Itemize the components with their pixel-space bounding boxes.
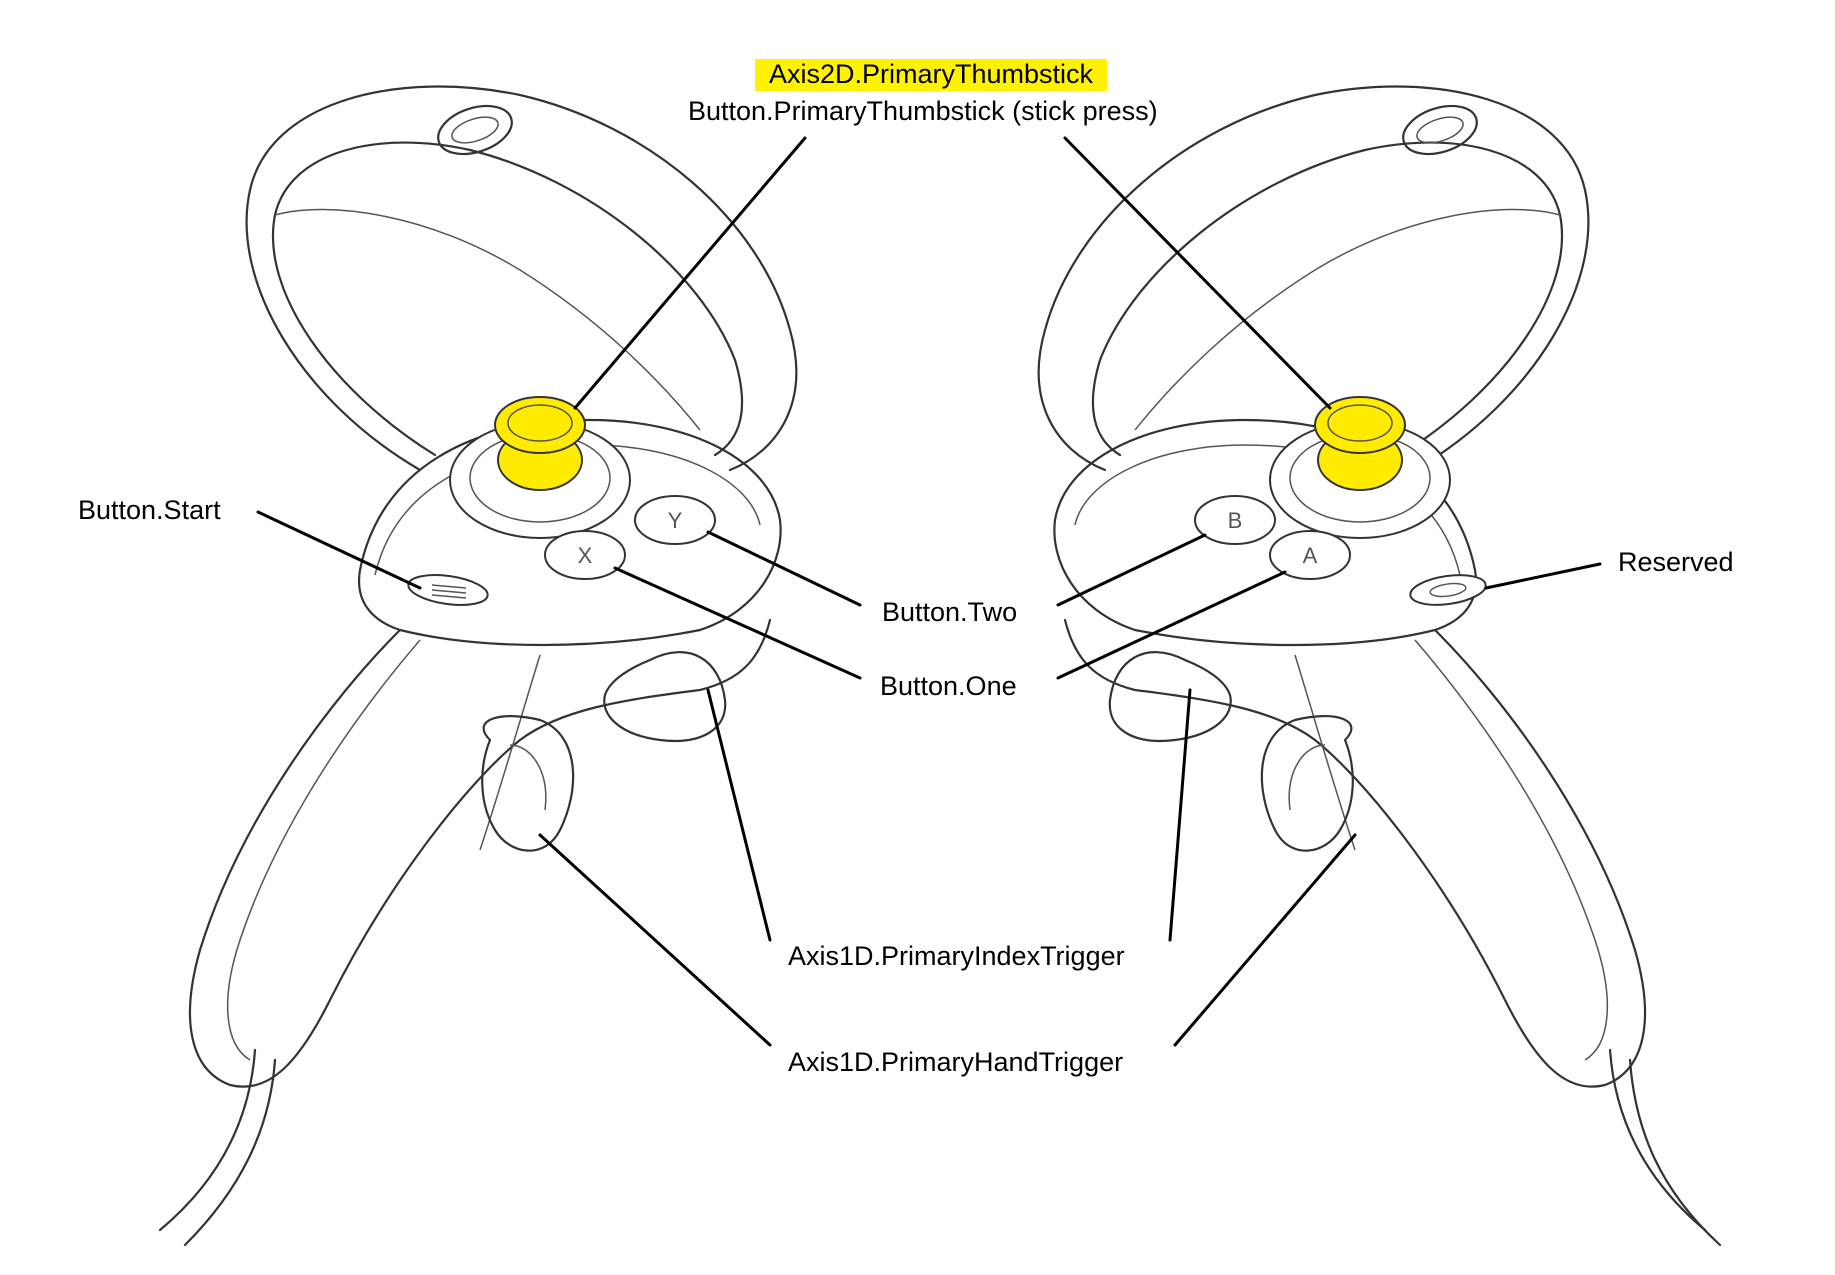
left-cable [158,1048,257,1232]
right-grip [1063,618,1647,1088]
left-index-trigger [603,651,727,742]
left-ring-inner-edge [274,208,701,431]
left-button-y-glyph: Y [668,508,683,533]
leader-reserved [1484,562,1602,590]
label-axis2d-thumbstick: Axis2D.PrimaryThumbstick [755,58,1108,91]
right-button-b-glyph: B [1228,508,1243,533]
right-button-a [1269,530,1351,580]
leader-hand-right [1173,833,1357,1047]
right-tracking-ring [1037,85,1590,472]
leader-two-left [706,530,862,607]
leader-two-right [1056,533,1207,607]
leader-left-thumbstick [573,136,807,410]
leader-start [256,510,422,590]
right-controller: B A [1037,85,1722,1247]
label-button-start: Button.Start [78,495,221,525]
right-cable [1608,1048,1707,1232]
leader-hand-left [538,833,772,1047]
label-hand-trigger: Axis1D.PrimaryHandTrigger [788,1047,1124,1077]
left-hand-trigger [481,714,575,852]
right-ring-inner-edge [1134,208,1561,431]
right-tracking-ring-inner [1091,141,1564,457]
label-button-one: Button.One [880,671,1017,701]
left-start-button [407,574,489,606]
left-ring-logo-icon [437,104,513,156]
right-ring-logo-icon [1402,104,1478,156]
left-button-x-glyph: X [578,543,593,568]
right-reserved-button [1409,574,1487,606]
right-button-b [1194,495,1276,545]
leader-one-left [613,566,862,680]
menu-icon [431,584,467,599]
left-controller: Y X [158,85,798,1247]
leader-index-left [706,688,772,942]
left-button-y [634,495,716,545]
left-tracking-ring-inner [271,141,744,457]
right-index-trigger [1108,651,1232,742]
label-index-trigger: Axis1D.PrimaryIndexTrigger [788,941,1125,971]
right-button-a-glyph: A [1303,543,1318,568]
right-hand-trigger [1260,714,1354,852]
leader-index-right [1168,688,1192,942]
label-axis2d-thumbstick-text: Axis2D.PrimaryThumbstick [755,59,1108,91]
left-tracking-ring [245,85,798,472]
label-button-two: Button.Two [882,597,1018,627]
left-button-x [544,530,626,580]
oculus-icon [1429,582,1467,598]
leader-right-thumbstick [1063,136,1332,410]
leader-one-right [1056,570,1287,680]
label-button-thumbstick: Button.PrimaryThumbstick (stick press) [688,96,1158,126]
leader-lines [256,136,1602,1047]
label-reserved: Reserved [1618,547,1734,577]
left-grip [188,618,772,1088]
